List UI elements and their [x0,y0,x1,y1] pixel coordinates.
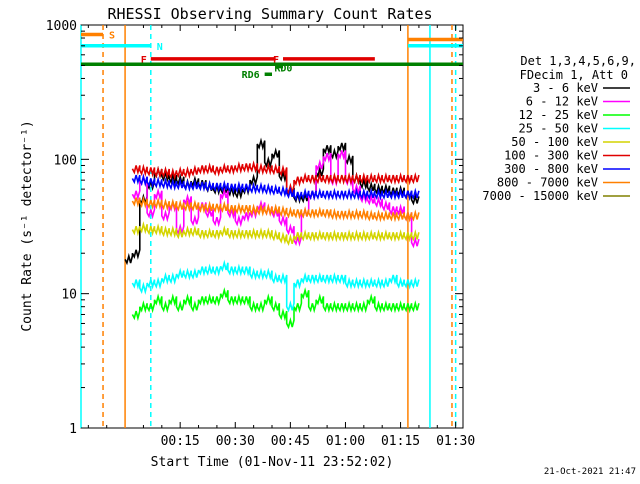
legend-header-line: Det 1,3,4,5,6,9, [520,54,636,68]
legend: Det 1,3,4,5,6,9, FDecim 1, Att 0 3 - 6 k… [482,54,636,203]
series-lines [124,137,420,330]
annotation-label: F [141,55,147,66]
vertical-markers [80,25,457,428]
legend-entry-label: 25 - 50 keV [519,122,598,136]
x-axis-label: Start Time (01-Nov-11 23:52:02) [151,455,394,470]
series-line [131,195,420,223]
y-axis-label: Count Rate (s⁻¹ detector⁻¹) [20,120,35,331]
annotation-label: S [109,30,115,41]
x-tick-label: 01:00 [326,434,365,449]
legend-entry-label: 7000 - 15000 keV [482,189,598,203]
y-tick-label: 10 [61,288,77,303]
annotation-label: RD0 [274,64,292,75]
legend-header-line: FDecim 1, Att 0 [520,68,628,82]
legend-entry-label: 800 - 7000 keV [497,176,598,190]
y-tick-label: 1000 [46,19,77,34]
series-line [131,160,420,195]
y-axis: 1 10 100 1000 [46,19,463,437]
x-tick-label: 01:15 [381,434,420,449]
legend-entry-label: 3 - 6 keV [533,81,598,95]
annotation-label: F [273,55,279,66]
series-line [131,259,420,313]
x-tick-label: 01:30 [436,434,475,449]
y-tick-label: 100 [54,153,77,168]
series-line [131,221,420,247]
legend-entry-label: 12 - 25 keV [519,108,598,122]
x-tick-label: 00:45 [271,434,310,449]
chart-title: RHESSI Observing Summary Count Rates [107,5,432,23]
y-tick-label: 1 [69,422,77,437]
legend-entry-label: 300 - 800 keV [504,162,598,176]
series-line [124,137,420,266]
x-tick-label: 00:15 [161,434,200,449]
x-axis: 00:15 00:30 00:45 01:00 01:15 01:30 [87,25,475,449]
x-tick-label: 00:30 [216,434,255,449]
annotation-label: RD6 [242,70,260,81]
annotation-label: N [157,42,163,53]
legend-entry-label: 50 - 100 keV [511,135,598,149]
series-line [131,287,420,330]
legend-entry-label: 6 - 12 keV [526,95,598,109]
plot-area [80,24,464,429]
series-line [131,173,420,203]
legend-entry-label: 100 - 300 keV [504,149,598,163]
timestamp: 21-Oct-2021 21:47 [544,467,636,477]
